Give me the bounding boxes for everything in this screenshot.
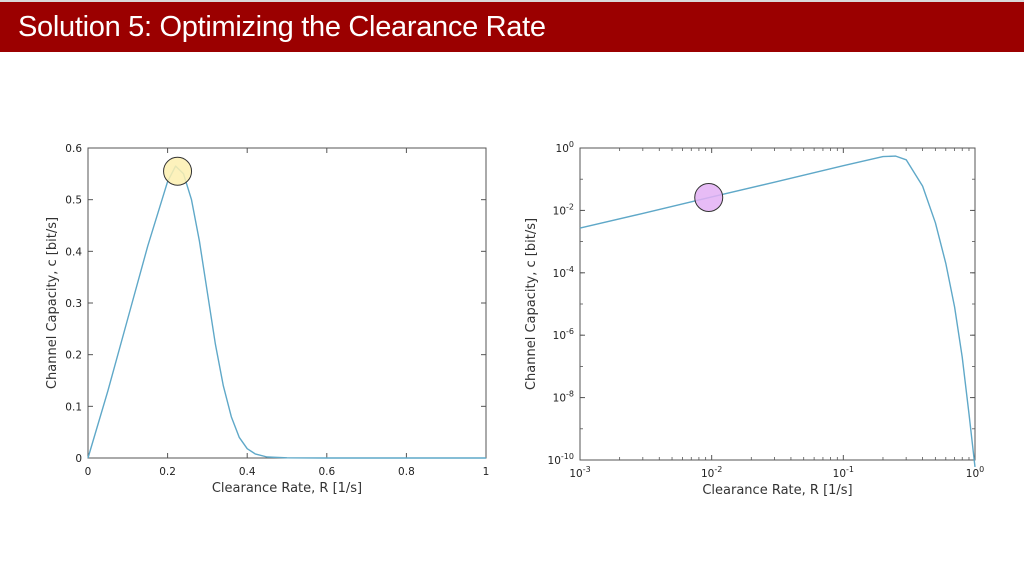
plot-frame: [579, 147, 976, 461]
tick-base: 10: [553, 330, 566, 342]
y-tick-label: 0.5: [65, 195, 82, 207]
tick-exponent: -8: [566, 390, 574, 399]
x-tick-label: 0: [85, 466, 92, 478]
tick-base: 10: [701, 468, 714, 480]
tick-base: 10: [548, 455, 561, 467]
x-tick-label: 0.2: [159, 466, 176, 478]
y-tick-label: 0.1: [65, 401, 82, 413]
tick-exponent: -3: [583, 465, 591, 474]
tick-exponent: -4: [566, 265, 574, 274]
x-tick-label: 0.6: [318, 466, 335, 478]
slide-title: Solution 5: Optimizing the Clearance Rat…: [18, 11, 546, 43]
y-axis-label: Channel Capacity, c [bit/s]: [524, 218, 539, 390]
tick-base: 10: [966, 468, 979, 480]
y-tick-label: 0.2: [65, 350, 82, 362]
x-tick-label: 10-1: [833, 465, 854, 480]
tick-exponent: -10: [561, 452, 574, 461]
tick-base: 10: [556, 143, 569, 155]
tick-base: 10: [569, 468, 582, 480]
y-tick-label: 0.4: [65, 246, 82, 258]
series-line-0: [579, 155, 976, 467]
y-tick-label: 100: [556, 140, 574, 155]
series-line-0: [87, 165, 486, 459]
tick-exponent: -2: [566, 202, 574, 211]
tick-base: 10: [553, 393, 566, 405]
x-tick-label: 10-2: [701, 465, 722, 480]
y-tick-label: 0: [75, 453, 82, 465]
tick-base: 10: [553, 268, 566, 280]
y-tick-label: 10-2: [553, 202, 574, 217]
tick-exponent: -1: [846, 465, 854, 474]
y-tick-label: 0.3: [65, 298, 82, 310]
x-axis-label: Clearance Rate, R [1/s]: [212, 481, 362, 496]
tick-exponent: -2: [714, 465, 722, 474]
y-tick-label: 10-8: [553, 390, 574, 405]
x-tick-label: 0.4: [239, 466, 256, 478]
slide-title-bar: Solution 5: Optimizing the Clearance Rat…: [0, 0, 1024, 52]
tick-exponent: 0: [569, 140, 574, 149]
x-tick-label: 10-3: [569, 465, 590, 480]
x-tick-label: 1: [483, 466, 490, 478]
y-axis-label: Channel Capacity, c [bit/s]: [45, 217, 60, 389]
x-tick-label: 0.8: [398, 466, 415, 478]
highlight-circle-marker: [694, 182, 724, 212]
y-tick-label: 0.6: [65, 143, 82, 155]
tick-base: 10: [553, 205, 566, 217]
tick-base: 10: [833, 468, 846, 480]
x-axis-label: Clearance Rate, R [1/s]: [702, 483, 852, 498]
x-tick-label: 100: [966, 465, 984, 480]
highlight-circle-marker: [163, 156, 193, 186]
tick-exponent: 0: [979, 465, 984, 474]
y-tick-label: 10-6: [553, 327, 574, 342]
y-tick-label: 10-4: [553, 265, 574, 280]
y-tick-label: 10-10: [548, 452, 574, 467]
tick-exponent: -6: [566, 327, 574, 336]
